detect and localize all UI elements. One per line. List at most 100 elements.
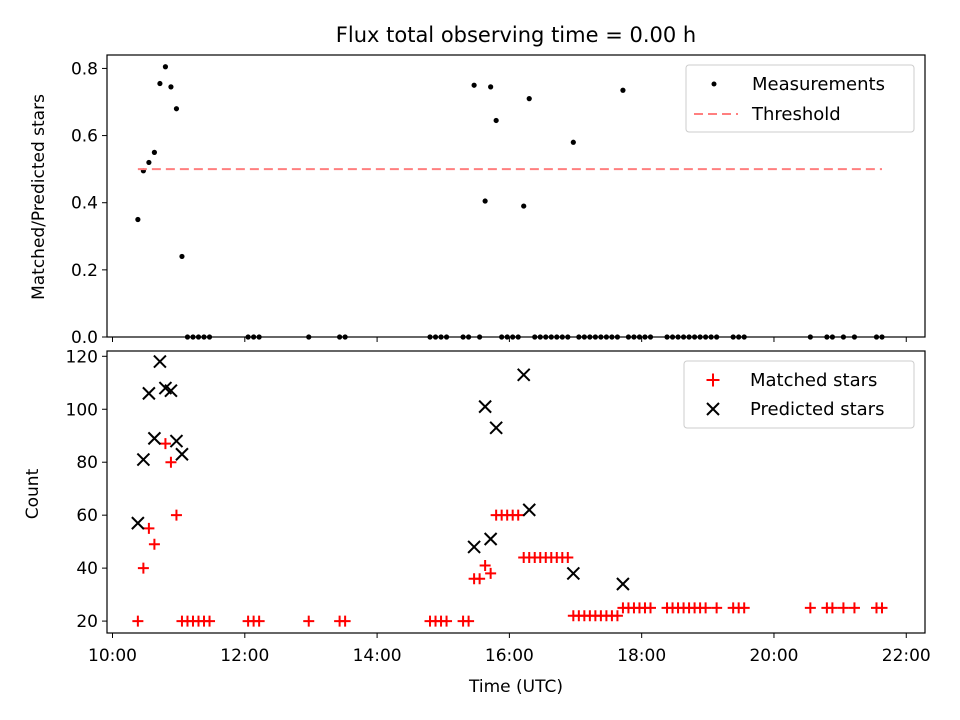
predicted-star-marker (136, 452, 151, 467)
matched-star-marker (826, 602, 838, 614)
matched-star-marker (159, 438, 171, 450)
matched-star-marker (738, 602, 750, 614)
matched-star-marker (463, 615, 475, 627)
predicted-star-marker (467, 540, 481, 554)
y-tick-label: 0.4 (71, 194, 98, 214)
predicted-star-marker (147, 431, 162, 446)
measurement-point (471, 82, 477, 88)
legend-threshold-label: Threshold (751, 104, 841, 125)
matched-star-marker (474, 573, 486, 585)
x-tick-label: 12:00 (220, 646, 269, 666)
matched-star-marker (479, 559, 491, 571)
matched-star-marker (485, 567, 497, 579)
matched-star-marker (837, 602, 849, 614)
x-tick-label: 16:00 (485, 646, 534, 666)
measurement-point (526, 96, 532, 102)
matched-star-marker (339, 615, 351, 627)
matched-star-marker (148, 538, 160, 550)
matched-star-marker (132, 615, 144, 627)
legend-matched-marker (706, 373, 720, 387)
top-ylabel: Matched/Predicted stars (29, 94, 49, 300)
bottom-xlabel: Time (UTC) (468, 677, 563, 697)
bottom-x-ticks: 10:00 12:00 14:00 16:00 18:00 20:00 22:00 (88, 633, 931, 666)
matched-star-marker (143, 522, 155, 534)
legend-measurements-marker (711, 81, 717, 87)
predicted-star-marker (175, 447, 189, 461)
bottom-series (131, 354, 888, 627)
y-tick-label: 0.6 (71, 127, 98, 147)
y-tick-label: 0.0 (71, 328, 98, 348)
matched-star-marker (711, 602, 723, 614)
matched-star-marker (562, 552, 574, 564)
predicted-star-marker (478, 399, 492, 414)
predicted-star-marker (169, 434, 184, 448)
bottom-panel: Count Time (UTC) 20 40 60 80 100 120 10:00 12:… (23, 347, 931, 697)
measurement-point (173, 106, 180, 112)
predicted-star-marker (517, 368, 531, 382)
predicted-star-marker (566, 566, 581, 581)
predicted-star-marker (153, 354, 167, 369)
matched-star-marker (876, 602, 888, 614)
y-tick-label: 120 (66, 347, 98, 367)
matched-star-marker (644, 602, 656, 614)
top-title: Flux total observing time = 0.00 h (336, 23, 696, 47)
measurement-point (493, 117, 499, 124)
y-tick-label: 80 (76, 453, 98, 473)
x-tick-label: 20:00 (749, 646, 798, 666)
measurement-point (135, 216, 141, 223)
y-tick-label: 60 (76, 506, 98, 526)
legend-predicted-label: Predicted stars (750, 399, 884, 420)
bottom-axes-frame (106, 350, 926, 634)
measurement-point (570, 139, 576, 145)
matched-star-marker (204, 615, 216, 627)
measurement-point (521, 203, 527, 209)
legend-predicted-marker (706, 402, 720, 416)
legend-matched-label: Matched stars (750, 370, 877, 391)
measurement-point (620, 87, 626, 93)
matched-star-marker (848, 602, 860, 614)
top-panel: Flux total observing time = 0.00 h Match… (29, 23, 926, 348)
y-tick-label: 40 (76, 559, 98, 579)
predicted-star-marker (616, 577, 630, 591)
top-axes-frame (106, 54, 926, 338)
bottom-y-ticks: 20 40 60 80 100 120 (66, 347, 107, 632)
matched-star-marker (303, 615, 315, 627)
measurement-point (162, 64, 169, 70)
measurement-point (482, 198, 488, 204)
matched-star-marker (512, 509, 524, 521)
measurement-point (488, 84, 494, 90)
x-tick-label: 22:00 (882, 646, 931, 666)
matched-star-marker (137, 562, 149, 574)
matched-star-marker (441, 615, 453, 627)
measurement-point (179, 253, 185, 260)
matched-star-marker (700, 602, 712, 614)
measurement-point (146, 159, 152, 166)
matched-star-marker (611, 610, 623, 622)
predicted-star-marker (142, 386, 156, 401)
y-tick-label: 0.2 (71, 261, 98, 281)
predicted-star-marker (489, 421, 503, 435)
top-legend-box (685, 64, 915, 133)
measurement-point (168, 84, 174, 90)
bottom-legend: Matched stars Predicted stars (683, 360, 915, 429)
predicted-star-marker (522, 503, 536, 517)
y-tick-label: 20 (76, 612, 98, 632)
predicted-star-marker (483, 532, 498, 546)
matched-star-marker (253, 615, 265, 627)
x-tick-label: 18:00 (617, 646, 666, 666)
y-tick-label: 100 (66, 400, 98, 420)
measurement-point (157, 80, 163, 87)
x-tick-label: 10:00 (88, 646, 137, 666)
matched-star-marker (804, 602, 816, 614)
legend-measurements-label: Measurements (752, 74, 885, 95)
matched-star-marker (170, 509, 182, 521)
bottom-legend-box (683, 360, 915, 429)
top-legend: Measurements Threshold (685, 64, 915, 133)
y-tick-label: 0.8 (71, 59, 98, 79)
matched-star-marker (165, 456, 177, 468)
predicted-star-marker (131, 516, 145, 530)
predicted-star-marker (164, 384, 178, 398)
bottom-ylabel: Count (23, 468, 43, 519)
x-tick-label: 14:00 (353, 646, 402, 666)
